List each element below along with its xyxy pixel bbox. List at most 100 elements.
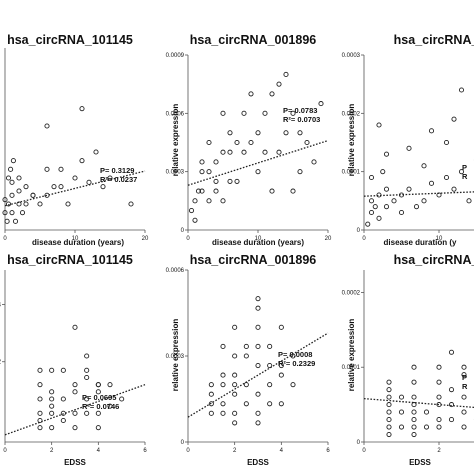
data-point [232,372,238,378]
data-point [58,166,64,172]
trend-line [363,191,474,197]
x-tick-label: 0 [3,236,7,242]
data-point [290,188,296,194]
x-tick-label: 0 [362,448,366,454]
data-point [267,401,273,407]
data-point [406,145,412,151]
data-point [232,382,238,388]
y-tick-label: 4 [0,302,2,308]
data-point [220,372,226,378]
stat-label: R²= 0.0746 [82,402,119,411]
data-point [206,169,212,175]
data-point [232,410,238,416]
data-point [276,81,282,87]
data-point [37,382,43,388]
data-point [304,139,310,146]
trend-line [187,139,329,186]
data-point [411,364,417,370]
data-point [227,149,233,155]
data-point [199,169,205,175]
data-point [255,363,261,369]
x-tick-label: 2 [50,448,54,454]
y-axis-label: relative expression [171,104,180,177]
data-point [44,123,50,129]
data-point [9,179,15,185]
data-point [398,394,405,400]
data-point [255,130,261,136]
data-point [16,175,22,181]
data-point [232,324,238,330]
data-point [37,425,43,431]
data-point [188,208,195,214]
data-point [436,417,442,423]
stat-label: R²= 0.0703 [283,115,320,124]
panel-title: hsa_circRNA_001896 [190,253,317,267]
data-point [243,382,249,388]
data-point [241,110,247,116]
data-point [290,382,296,388]
data-point [5,201,12,207]
panel-title: hsa_circRNA_10 [394,253,474,267]
stat-label: P [462,373,467,382]
data-point [448,417,455,423]
data-point [255,305,261,311]
data-point [119,396,125,402]
data-point [398,424,405,430]
data-point [380,169,386,175]
data-point [368,174,375,181]
data-point [386,402,392,408]
data-point [19,210,26,216]
x-tick-label: 10 [255,236,262,242]
y-tick-label: 0.0001 [342,365,361,371]
data-point [255,391,261,397]
y-axis-label: relative expression [347,319,356,392]
data-point [213,188,219,194]
x-tick-label: 2 [233,448,237,454]
data-point [398,409,405,415]
data-point [383,204,390,210]
x-tick-label: 2 [437,448,441,454]
data-point [199,159,205,165]
data-point [95,389,101,395]
x-axis-label: disease duration (years) [212,238,304,247]
data-point [386,431,392,438]
y-tick-label: 0 [181,228,185,234]
x-tick-label: 6 [326,448,330,454]
data-point [406,186,412,192]
data-point [95,382,101,388]
data-point [232,391,238,397]
data-point [72,389,78,395]
y-tick-label: 0 [181,440,185,446]
data-point [72,410,78,416]
data-point [461,424,467,430]
y-tick-label: 0.0002 [342,290,361,296]
data-point [290,110,296,116]
data-point [283,71,289,77]
stat-label: R²= 0.2329 [278,359,315,368]
data-point [60,417,66,424]
data-point [84,410,90,416]
data-point [37,367,43,373]
data-point [213,178,219,184]
data-point [368,198,375,204]
scatter-panel-6: 02400.00010.0002PRhsa_circRNA_10EDSSrela… [342,253,474,467]
x-tick-label: 0 [186,448,190,454]
data-point [84,367,90,373]
stat-label: P= 0.0695 [82,393,116,402]
data-point [376,122,382,128]
data-point [213,159,219,165]
data-point [443,139,450,146]
data-point [297,130,303,136]
data-point [428,180,435,186]
data-point [227,178,233,184]
data-point [72,175,78,181]
data-point [84,353,90,359]
x-tick-label: 0 [3,448,7,454]
x-axis-label: EDSS [64,458,86,467]
y-tick-label: 0.0003 [342,53,361,59]
data-point [84,374,90,381]
stat-label: P= 0.0783 [283,106,317,115]
